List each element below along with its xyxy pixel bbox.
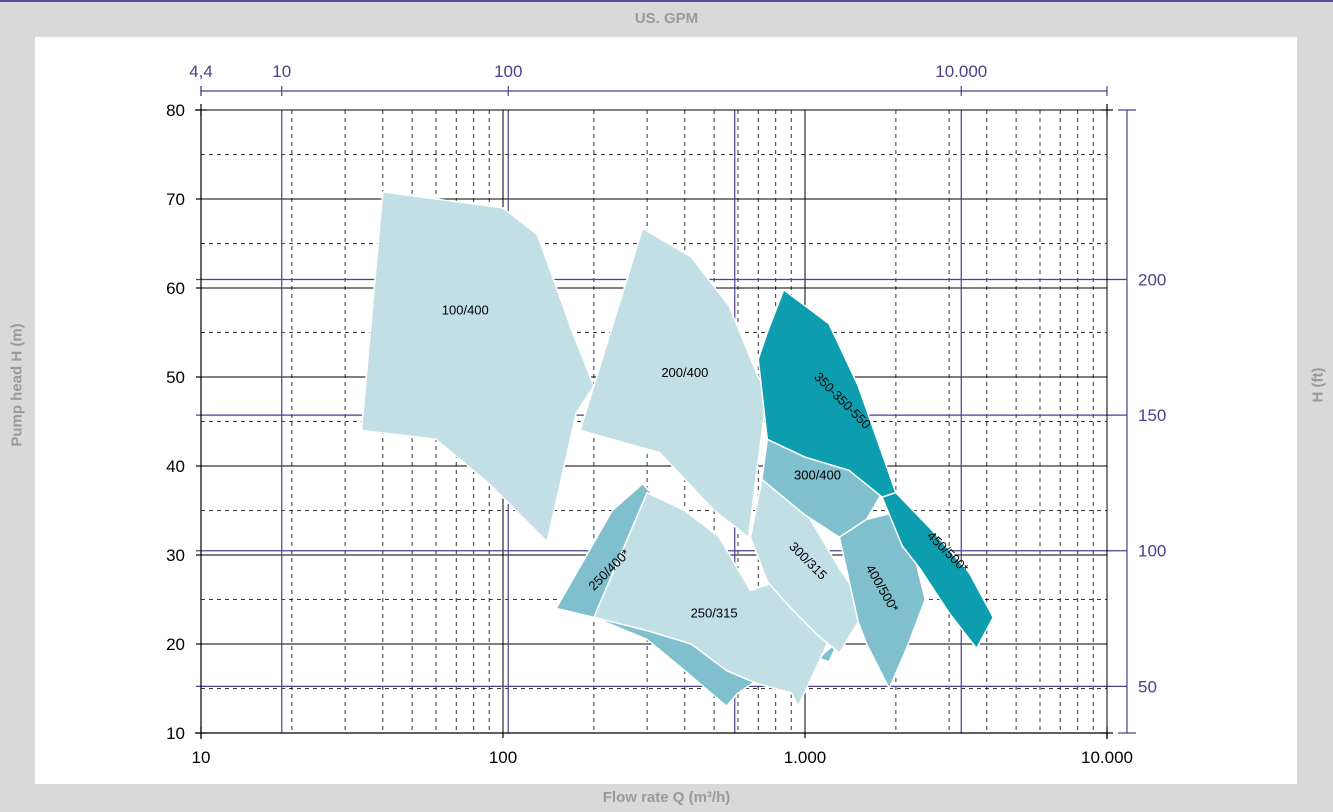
x2-tick-label: 100	[494, 62, 522, 81]
y-tick-label: 80	[166, 101, 185, 120]
y2-tick-label: 50	[1138, 677, 1157, 696]
x-tick-label: 1.000	[784, 748, 827, 767]
x-tick-label: 10.000	[1081, 748, 1133, 767]
region-100/400	[360, 191, 595, 543]
region-label-300/400: 300/400	[794, 467, 841, 482]
y-tick-label: 40	[166, 457, 185, 476]
region-350-350-550	[757, 289, 897, 498]
y-tick-label: 20	[166, 635, 185, 654]
region-label-100/400: 100/400	[442, 303, 489, 318]
region-label-200/400: 200/400	[661, 365, 708, 380]
y-tick-label: 70	[166, 190, 185, 209]
y-tick-label: 10	[166, 724, 185, 743]
x2-tick-label: 10.000	[935, 62, 987, 81]
y2-tick-label: 100	[1138, 542, 1166, 561]
region-400/500*	[838, 509, 926, 690]
y-tick-label: 30	[166, 546, 185, 565]
x-tick-label: 100	[489, 748, 517, 767]
y2-tick-label: 150	[1138, 406, 1166, 425]
y-tick-label: 60	[166, 279, 185, 298]
x2-tick-label: 4,4	[189, 62, 213, 81]
x2-tick-label: 10	[272, 62, 291, 81]
y2-tick-label: 200	[1138, 271, 1166, 290]
top-rule	[0, 0, 1333, 2]
bottom-axis-title: Flow rate Q (m³/h)	[602, 789, 731, 806]
top-axis-title: US. GPM	[634, 10, 699, 27]
region-450/500*	[881, 491, 994, 650]
x-tick-label: 10	[192, 748, 211, 767]
y-tick-label: 50	[166, 368, 185, 387]
region-label-250/315: 250/315	[691, 605, 738, 620]
region-200/400	[579, 227, 769, 538]
